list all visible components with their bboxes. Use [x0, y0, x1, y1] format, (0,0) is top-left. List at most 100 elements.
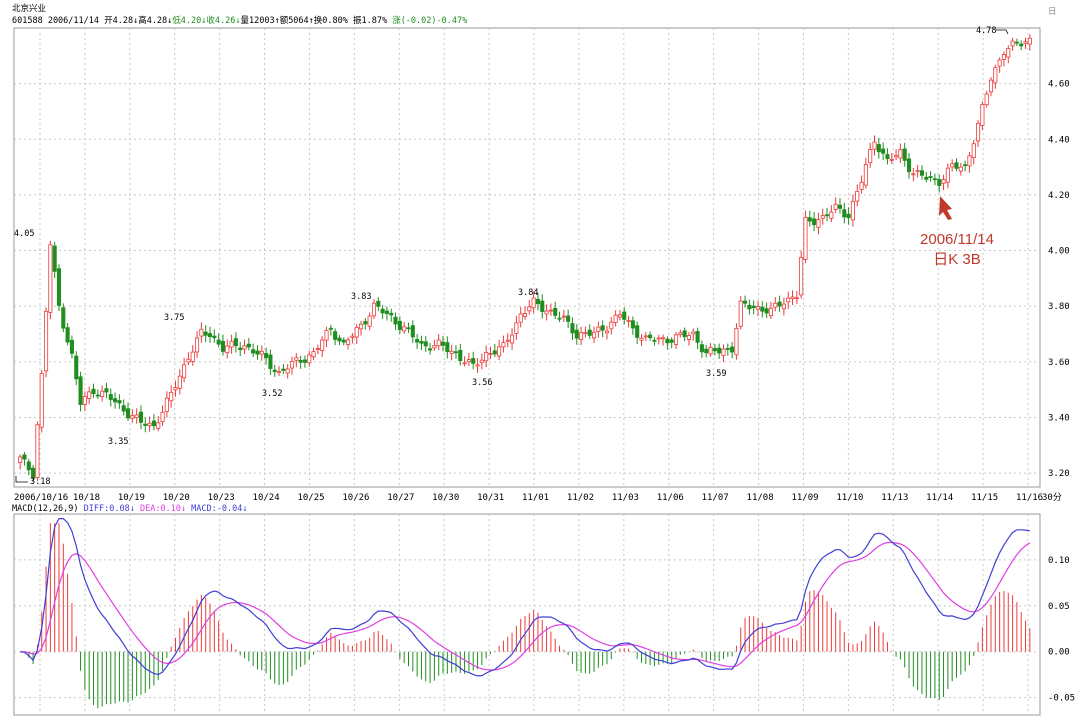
extrema-label: 4.05 — [14, 229, 34, 239]
candle-body — [945, 167, 950, 183]
candle-body — [177, 375, 182, 389]
y-tick-label: 4.60 — [1048, 80, 1070, 90]
y-tick-label: 4.40 — [1048, 135, 1070, 145]
candle-body — [894, 155, 899, 158]
candle-body — [833, 203, 838, 210]
candle-body — [134, 414, 139, 418]
candle-body — [889, 159, 894, 161]
candle-body — [337, 337, 342, 342]
candle-body — [531, 297, 536, 309]
candle-body — [570, 323, 575, 334]
candle-body — [579, 332, 584, 340]
macd-frame — [13, 513, 1041, 716]
candle-body — [691, 331, 696, 335]
candle-body — [635, 325, 640, 338]
candle-body — [906, 158, 912, 173]
candle-body — [26, 461, 31, 471]
candle-body — [246, 343, 251, 348]
candle-body — [842, 209, 847, 218]
candle-body — [734, 327, 739, 356]
candle-body — [963, 164, 968, 167]
candle-body — [760, 306, 765, 312]
candle-body — [350, 335, 355, 338]
y-tick-label: 3.40 — [1048, 413, 1070, 423]
x-tick-label: 11/06 — [657, 493, 684, 503]
candle-body — [846, 213, 851, 219]
candle-body — [169, 391, 174, 402]
candle-body — [195, 337, 200, 353]
candle-body — [56, 268, 62, 306]
candle-body — [259, 350, 264, 355]
y-tick-label: 3.80 — [1048, 302, 1070, 312]
time-axis: 2006/10/16 10/18 10/19 10/20 10/23 10/24 10/25… — [14, 492, 1062, 503]
candle-body — [613, 314, 618, 323]
candle-body — [596, 326, 601, 332]
candle-body — [298, 359, 303, 363]
candle-body — [289, 361, 295, 369]
candle-body — [695, 331, 700, 343]
candle-body — [747, 304, 752, 310]
x-tick-label: 10/23 — [208, 493, 235, 503]
candle-body — [932, 178, 937, 181]
candle-body — [837, 204, 843, 209]
candle-body — [78, 376, 83, 405]
candle-body — [656, 337, 661, 340]
candle-body — [855, 190, 860, 202]
candle-body — [281, 368, 286, 371]
candle-body — [48, 244, 53, 313]
extrema-labels: 3.18 4.05 3.35 3.75 3.52 3.83 3.56 3.84 3.59 4.78 — [14, 26, 1009, 487]
y-tick-label: 3.60 — [1048, 358, 1070, 368]
x-tick-label: 11/07 — [702, 493, 729, 503]
x-tick-label: 10/24 — [253, 493, 280, 503]
candle-body — [277, 371, 282, 373]
macd-grid — [13, 513, 1041, 716]
quote-line: 601588 2006/11/14 开4.28↓高4.28↓低4.20↓收4.2… — [12, 15, 467, 26]
candle-body — [997, 59, 1002, 67]
macd-label: MACD(12,26,9) — [12, 504, 84, 514]
candle-body — [302, 359, 307, 363]
macd-value: MACD:-0.04↓ — [191, 504, 247, 514]
candle-body — [501, 342, 506, 348]
candle-body — [548, 309, 553, 312]
candle-body — [328, 327, 333, 330]
candle-body — [799, 257, 804, 296]
candle-body — [984, 93, 989, 106]
candle-body — [160, 411, 165, 422]
candle-body — [919, 170, 925, 176]
candle-body — [544, 310, 549, 315]
candle-body — [138, 411, 144, 423]
candle-body — [104, 388, 109, 393]
candle-body — [876, 144, 881, 153]
candle-body — [829, 211, 834, 219]
candle-body — [471, 358, 476, 364]
candle-body — [730, 346, 735, 353]
x-tick-label: 10/30 — [432, 493, 459, 503]
candle-body — [712, 348, 717, 352]
candle-body — [74, 355, 79, 380]
candle-body — [717, 347, 722, 354]
candle-body — [825, 214, 830, 217]
candle-body — [820, 215, 825, 219]
macd-header: MACD(12,26,9) DIFF:0.08↓ DEA:0.10↓ MACD:… — [12, 504, 247, 514]
candle-body — [229, 340, 234, 348]
candle-body — [458, 349, 463, 361]
candle-body — [268, 354, 273, 369]
candle-body — [881, 148, 886, 154]
candle-body — [911, 173, 916, 176]
candle-body — [665, 338, 670, 344]
price-y-axis: 3.20 3.40 3.60 3.80 4.00 4.20 4.40 4.60 — [1048, 80, 1070, 479]
candle-body — [117, 400, 122, 404]
candle-body — [419, 340, 424, 344]
candle-body — [535, 298, 540, 305]
candle-body — [699, 344, 704, 353]
x-tick-label: 10/27 — [387, 493, 414, 503]
candle-body — [108, 394, 113, 400]
candle-body — [272, 369, 277, 373]
candle-body — [95, 394, 100, 397]
candle-body — [1023, 41, 1028, 44]
candle-body — [151, 420, 156, 427]
candle-body — [868, 149, 873, 164]
candle-body — [604, 330, 610, 334]
candle-body — [518, 313, 523, 323]
